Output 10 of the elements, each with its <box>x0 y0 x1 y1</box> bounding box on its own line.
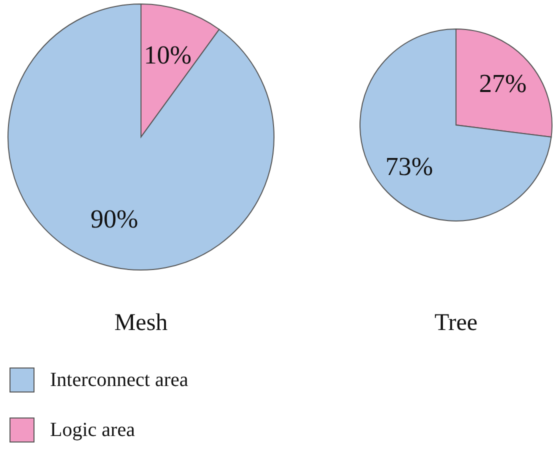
pie-slice <box>8 4 274 270</box>
legend-label: Interconnect area <box>50 369 188 391</box>
text: Tree <box>434 310 478 336</box>
data-label: 73% <box>385 152 434 181</box>
legend-label: Logic area <box>50 419 136 441</box>
data-label: 90% <box>90 204 138 234</box>
data-label: 27% <box>478 69 527 98</box>
text: Mesh <box>114 310 168 336</box>
data-label: 10% <box>144 40 192 70</box>
pie-slice <box>360 28 552 222</box>
